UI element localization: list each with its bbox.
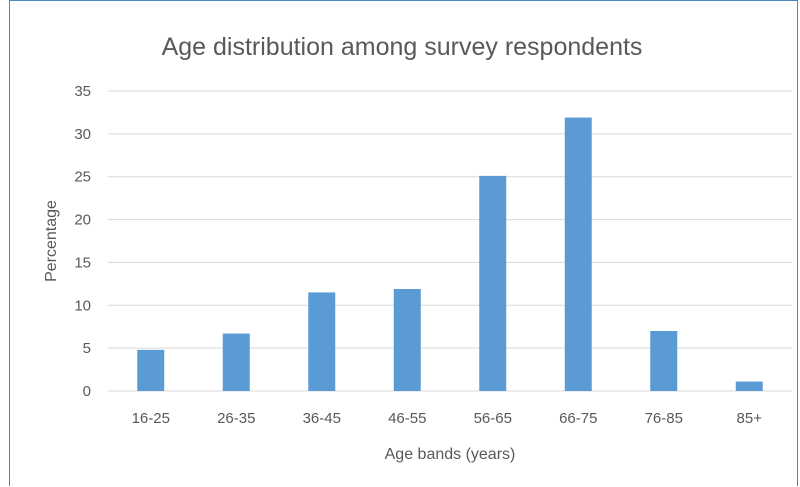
x-tick-label: 85+ [737,410,763,427]
x-tick-label: 46-55 [388,410,426,427]
y-tick-label: 30 [74,126,91,143]
bar-16-25 [137,349,165,391]
chart-title: Age distribution among survey respondent… [162,33,643,61]
y-axis-label: Percentage [43,200,60,282]
y-tick-label: 25 [74,169,91,186]
x-tick-label: 16-25 [132,410,170,427]
bar-66-75 [564,117,592,392]
bars [137,117,763,392]
x-tick-label: 76-85 [645,410,683,427]
bar-76-85 [650,331,678,391]
x-tick-label: 66-75 [559,410,597,427]
x-tick-label: 56-65 [474,410,512,427]
bar-26-35 [222,333,250,391]
x-axis-ticks: 16-25 26-35 36-45 46-55 56-65 66-75 76-85 85+ [132,410,763,427]
y-tick-label: 0 [83,383,91,400]
x-tick-label: 36-45 [303,410,341,427]
x-axis-label: Age bands (years) [385,446,516,463]
bar-36-45 [308,292,336,391]
y-tick-label: 35 [74,83,91,100]
y-tick-label: 10 [74,297,91,314]
y-tick-label: 15 [74,254,91,271]
chart-frame [9,0,798,486]
y-tick-label: 20 [74,212,91,229]
y-axis-ticks: 0 5 10 15 20 25 30 35 [74,83,91,400]
bar-85+ [735,381,763,391]
gridlines [108,90,792,392]
x-tick-label: 26-35 [217,410,255,427]
bar-46-55 [393,289,421,391]
bar-56-65 [479,175,507,391]
y-tick-label: 5 [83,340,91,357]
